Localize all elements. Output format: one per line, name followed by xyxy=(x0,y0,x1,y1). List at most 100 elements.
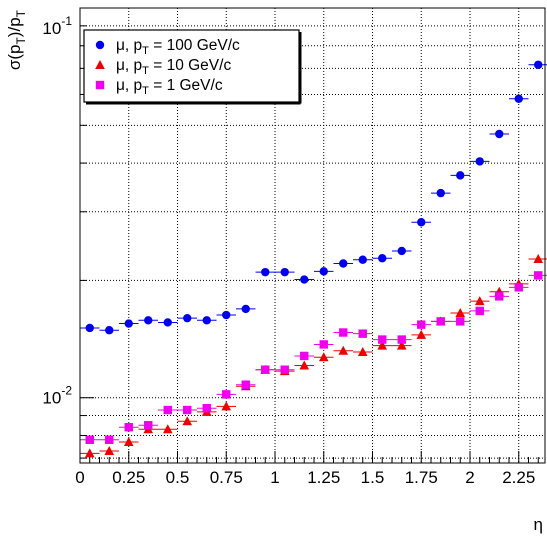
data-point xyxy=(241,304,250,314)
data-point xyxy=(417,218,426,227)
legend-label: μ, pT = 100 GeV/c xyxy=(116,37,240,57)
data-point xyxy=(280,267,289,277)
y-tick-exponent: -1 xyxy=(61,14,72,28)
data-point xyxy=(318,352,329,362)
data-point xyxy=(339,259,348,268)
data-point xyxy=(299,360,310,370)
data-point xyxy=(534,271,543,280)
data-point xyxy=(202,403,211,413)
data-point xyxy=(104,445,115,455)
data-point xyxy=(182,416,193,426)
data-point xyxy=(339,328,348,337)
x-tick-label: 1 xyxy=(270,468,279,487)
legend: μ, pT = 100 GeV/cμ, pT = 10 GeV/cμ, pT =… xyxy=(83,29,302,105)
data-point xyxy=(475,157,484,166)
data-point xyxy=(85,435,94,444)
data-point xyxy=(222,310,231,320)
series-circle xyxy=(80,60,547,335)
data-point xyxy=(416,329,427,339)
data-point xyxy=(300,351,309,361)
x-tick-label: 1.5 xyxy=(361,468,385,487)
x-tick-label: 1.75 xyxy=(405,468,438,487)
data-point xyxy=(124,319,133,328)
x-tick-label: 2.25 xyxy=(502,468,535,487)
legend-label-part: = 100 GeV/c xyxy=(149,37,240,54)
legend-label-part: μ, p xyxy=(116,37,142,54)
data-point xyxy=(105,435,114,444)
x-tick-label: 2 xyxy=(465,468,474,487)
y-axis-label-sub: T xyxy=(14,37,28,45)
data-point xyxy=(455,307,466,317)
legend-label: μ, pT = 1 GeV/c xyxy=(116,77,223,97)
data-point xyxy=(396,340,407,350)
data-point xyxy=(124,423,133,432)
data-point xyxy=(85,323,94,333)
data-point xyxy=(417,320,426,329)
y-tick-exponent: -2 xyxy=(61,384,72,398)
data-point xyxy=(183,405,192,415)
legend-label-part: = 10 GeV/c xyxy=(149,57,232,74)
y-tick-label: 10-2 xyxy=(42,384,72,408)
plot-frame xyxy=(79,7,546,464)
data-point xyxy=(319,267,328,276)
x-tick-label: 0.25 xyxy=(112,468,145,487)
data-point xyxy=(261,267,270,277)
data-point xyxy=(163,318,172,327)
data-point xyxy=(397,246,406,256)
data-point xyxy=(358,255,367,264)
legend-label-sub: T xyxy=(142,45,149,57)
data-point xyxy=(222,390,231,399)
data-point xyxy=(221,401,232,411)
data-point xyxy=(105,326,114,335)
data-point xyxy=(84,448,95,458)
y-tick-base: 10 xyxy=(42,389,61,408)
y-axis-label: σ(pT)/pT xyxy=(5,9,28,70)
data-point xyxy=(163,405,172,415)
x-axis-label: η xyxy=(534,515,543,534)
data-point xyxy=(456,317,465,326)
data-point xyxy=(514,94,523,103)
data-point xyxy=(319,340,328,349)
legend-box xyxy=(83,29,300,103)
data-point xyxy=(144,421,153,430)
data-point xyxy=(280,365,289,374)
legend-label-part: μ, p xyxy=(116,57,142,74)
data-point xyxy=(261,365,270,374)
legend-label-part: μ, p xyxy=(116,77,142,94)
data-point xyxy=(514,283,523,292)
data-point xyxy=(436,317,445,326)
data-point xyxy=(123,436,134,446)
legend-marker xyxy=(95,40,105,50)
data-point xyxy=(378,254,387,263)
x-tick-label: 0 xyxy=(75,468,84,487)
data-point xyxy=(202,316,211,325)
data-point xyxy=(534,60,543,69)
y-axis-label-sub: T xyxy=(14,9,28,17)
data-point xyxy=(338,345,349,355)
data-point xyxy=(474,296,485,306)
legend-marker xyxy=(95,60,105,69)
data-point xyxy=(183,313,192,323)
legend-label-part: = 1 GeV/c xyxy=(149,77,223,94)
data-point xyxy=(456,171,465,180)
data-point xyxy=(300,275,309,284)
x-tick-label: 1.25 xyxy=(307,468,340,487)
series-square xyxy=(80,271,547,444)
data-point xyxy=(377,340,388,350)
y-axis-label-part: )/p xyxy=(5,17,24,37)
y-tick-base: 10 xyxy=(42,19,61,38)
y-axis-label-part: σ(p xyxy=(5,45,24,71)
data-point xyxy=(495,292,504,301)
legend-label-sub: T xyxy=(142,85,149,97)
legend-label: μ, pT = 10 GeV/c xyxy=(116,57,231,77)
data-point xyxy=(162,424,173,434)
y-tick-label: 10-1 xyxy=(42,14,72,38)
legend-label-sub: T xyxy=(142,65,149,77)
data-point xyxy=(378,335,387,344)
axis-ticks xyxy=(79,25,539,463)
data-point xyxy=(144,316,153,325)
series-layer xyxy=(80,60,547,458)
data-point xyxy=(397,335,406,344)
